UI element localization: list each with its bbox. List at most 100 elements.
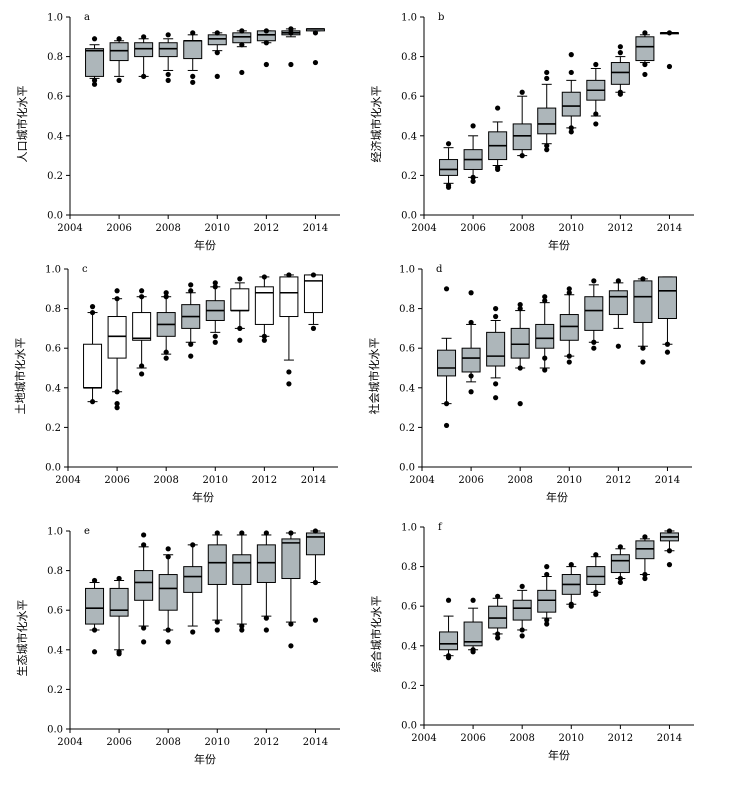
panel-d-box-2008 [510, 302, 530, 407]
panel-f-xlabel: 年份 [548, 748, 570, 762]
outlier-point [544, 617, 550, 623]
outlier-point [470, 178, 476, 184]
outlier-point [642, 61, 648, 68]
panel-d-box-2007 [486, 306, 506, 401]
panel-e-ytick-label: 0.2 [47, 685, 63, 696]
outlier-point [642, 30, 648, 36]
panel-a-ylabel: 人口城市化水平 [15, 86, 29, 163]
outlier-point [212, 339, 218, 345]
panel-d-box-2006 [461, 290, 481, 395]
panel-f-xtick-label: 2006 [460, 733, 485, 744]
box-iqr [109, 587, 129, 617]
panel-e-ytick-label: 0.6 [47, 606, 63, 617]
outlier-point [495, 164, 501, 171]
panel-d-ytick-label: 0.4 [399, 383, 415, 394]
outlier-point [312, 579, 319, 586]
outlier-point [214, 50, 220, 56]
panel-b-xtick-label: 2014 [657, 223, 682, 234]
panel-e-box-2014 [305, 528, 325, 623]
panel-f-xtick-label: 2008 [509, 733, 534, 744]
outlier-point [568, 125, 574, 131]
panel-e-ylabel: 生态城市化水平 [15, 600, 29, 677]
box-iqr [279, 276, 299, 318]
outlier-point [517, 365, 523, 371]
panel-c-xlabel: 年份 [192, 490, 214, 504]
outlier-point [443, 401, 450, 407]
outlier-point [288, 30, 294, 36]
outlier-point [91, 649, 98, 655]
outlier-point [593, 61, 599, 68]
outlier-point [640, 345, 646, 351]
panel-a-box-2013 [281, 26, 301, 68]
outlier-point [286, 381, 292, 387]
outlier-point [593, 121, 599, 127]
panel-c-xtick-label: 2010 [203, 475, 228, 486]
box-iqr [183, 40, 203, 60]
panel-e-label: e [84, 526, 90, 537]
box-iqr [439, 631, 459, 651]
outlier-point [544, 69, 550, 76]
panel-b-xtick-label: 2010 [559, 223, 584, 234]
outlier-point [495, 631, 501, 637]
outlier-point [263, 40, 269, 46]
outlier-point [286, 369, 292, 375]
outlier-point [664, 341, 671, 347]
outlier-point [114, 405, 120, 411]
outlier-point [139, 371, 145, 377]
panel-b-box-2010 [561, 52, 581, 135]
outlier-point [519, 583, 525, 590]
panel-d-ytick-label: 0.8 [399, 304, 415, 315]
panel-e-xlabel: 年份 [194, 752, 216, 766]
outlier-point [666, 63, 673, 70]
panel-d-box-2010 [559, 286, 579, 365]
box-iqr [134, 42, 154, 58]
outlier-point [544, 564, 550, 570]
panel-f-ytick-label: 0.0 [401, 721, 417, 732]
box-iqr [535, 323, 555, 349]
outlier-point [165, 71, 171, 78]
panel-d-label: d [436, 264, 443, 275]
outlier-point [470, 597, 476, 603]
box-iqr [488, 605, 508, 629]
panel-e-ytick-label: 0.4 [47, 645, 63, 656]
panel-d-xtick-label: 2004 [409, 475, 434, 486]
panel-d-box-2012 [608, 278, 628, 349]
outlier-point [214, 30, 220, 36]
panel-e-box-2005 [85, 577, 105, 655]
box-iqr [158, 42, 178, 58]
panel-e-box-2010 [207, 530, 227, 633]
panel-a-label: a [84, 12, 90, 23]
box-iqr [256, 544, 276, 583]
box-iqr [584, 296, 604, 331]
outlier-point [493, 313, 499, 320]
panel-f-box-2011 [586, 552, 606, 597]
outlier-point [312, 528, 319, 534]
outlier-point [114, 288, 120, 294]
outlier-point [617, 544, 623, 550]
outlier-point [312, 30, 319, 36]
panel-d-ytick-label: 0.2 [399, 423, 415, 434]
panel-a-box-2014 [305, 28, 325, 66]
outlier-point [239, 69, 245, 76]
outlier-point [288, 61, 294, 68]
panel-f-xtick-label: 2010 [559, 733, 584, 744]
box-iqr [183, 566, 203, 593]
panel-e: 0.0 0.2 0.4 0.6 0.8 1.0 2004 2006 2008 2010 2012 20… [15, 526, 340, 766]
outlier-point [615, 343, 621, 349]
outlier-point [89, 304, 96, 310]
outlier-point [495, 593, 501, 599]
outlier-point [165, 32, 171, 38]
box-iqr [437, 349, 457, 377]
panel-b-ytick-label: 0.8 [401, 52, 417, 63]
panel-d-ytick-label: 0.0 [399, 463, 415, 474]
panel-b-xtick-label: 2004 [411, 223, 436, 234]
panel-a-box-2005 [85, 36, 105, 87]
panel-b-ytick-label: 0.0 [401, 211, 417, 222]
outlier-point [617, 575, 623, 582]
panel-e-ytick-label: 0.0 [47, 725, 63, 736]
panel-b-xtick-label: 2008 [509, 223, 534, 234]
panel-c-box-2010 [205, 280, 225, 345]
outlier-point [212, 280, 218, 286]
outlier-point [517, 306, 523, 312]
outlier-point [263, 530, 269, 536]
